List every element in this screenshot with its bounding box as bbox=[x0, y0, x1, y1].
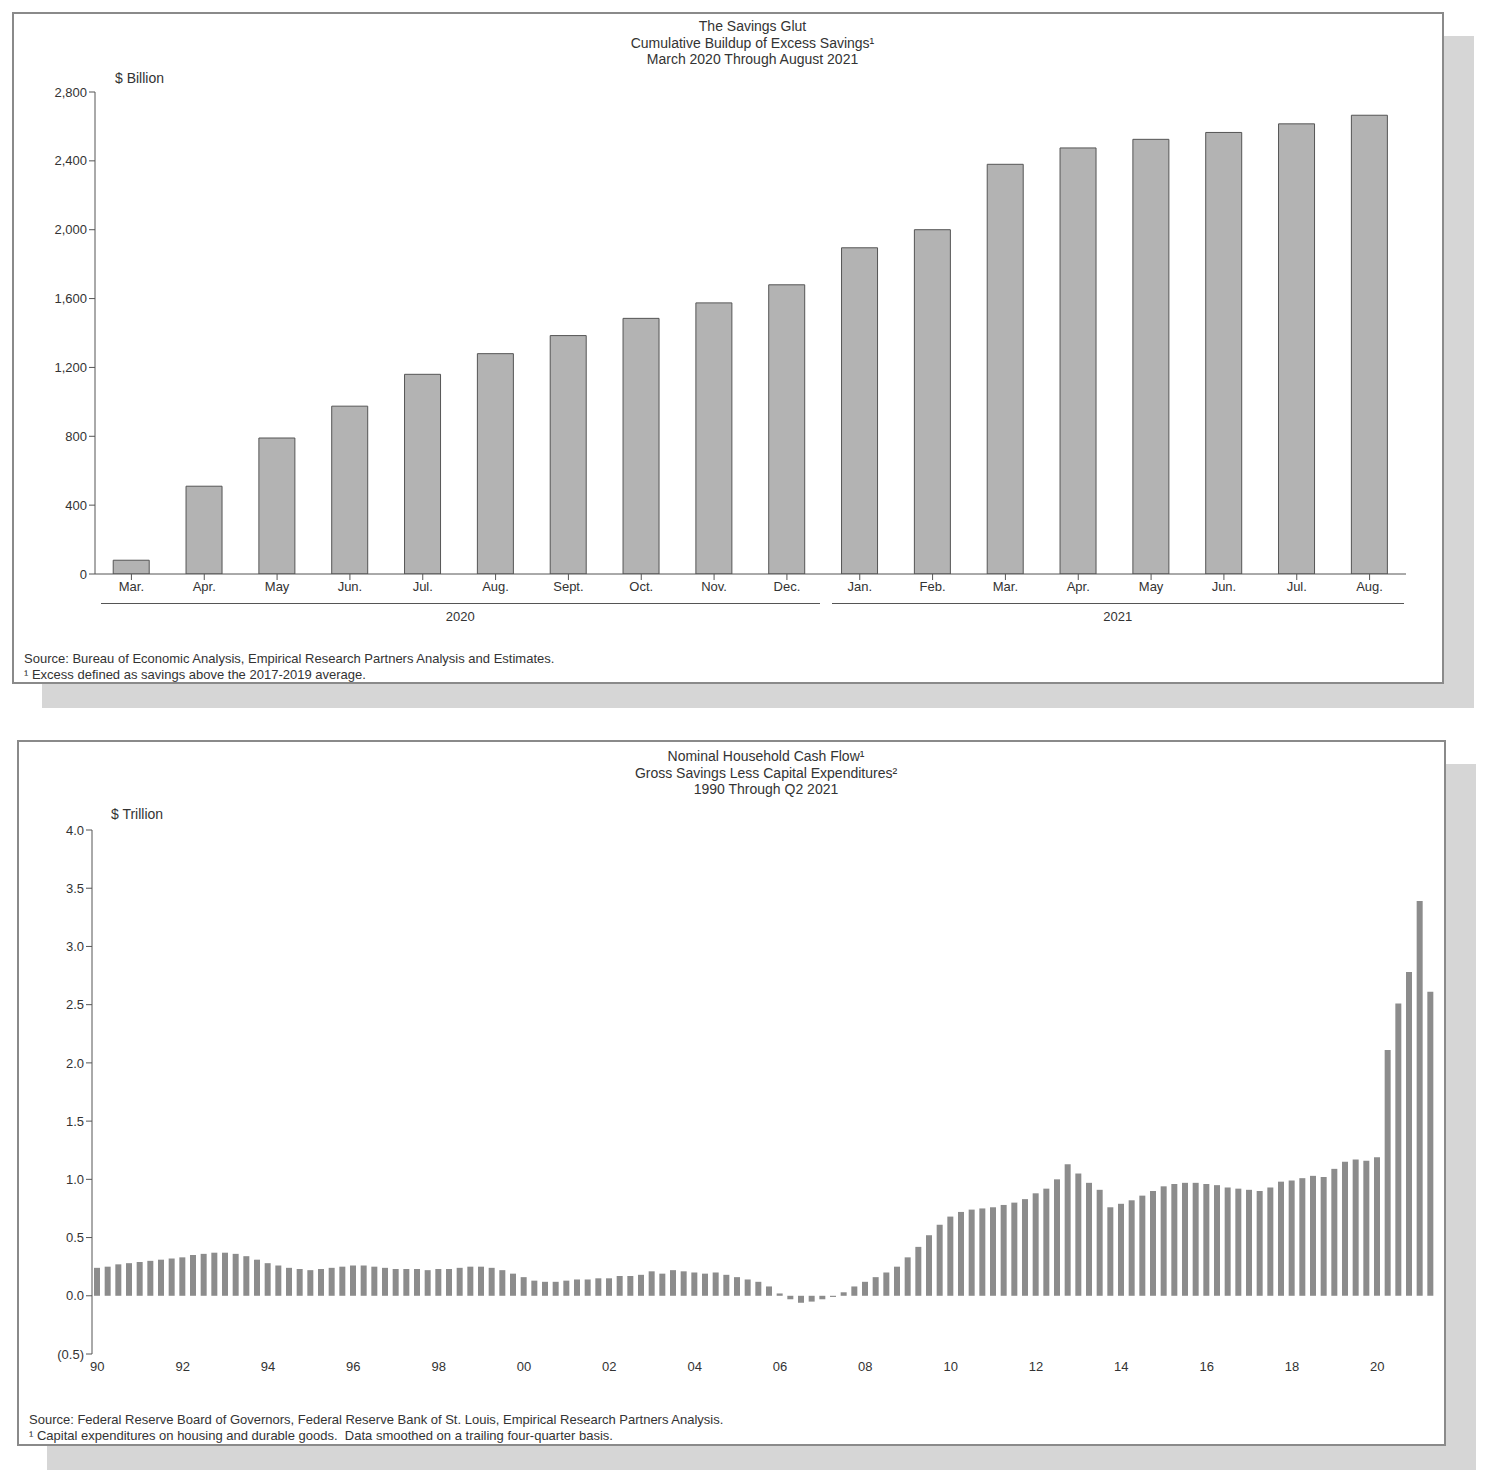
svg-text:Aug.: Aug. bbox=[482, 579, 509, 594]
svg-text:Dec.: Dec. bbox=[774, 579, 801, 594]
svg-text:Apr.: Apr. bbox=[1067, 579, 1090, 594]
svg-text:2.0: 2.0 bbox=[66, 1056, 84, 1071]
svg-text:12: 12 bbox=[1029, 1359, 1043, 1374]
svg-text:3.5: 3.5 bbox=[66, 881, 84, 896]
svg-text:06: 06 bbox=[773, 1359, 787, 1374]
svg-text:Mar.: Mar. bbox=[993, 579, 1018, 594]
svg-text:Aug.: Aug. bbox=[1356, 579, 1383, 594]
svg-text:10: 10 bbox=[943, 1359, 957, 1374]
svg-text:Jan.: Jan. bbox=[847, 579, 872, 594]
svg-text:(0.5): (0.5) bbox=[57, 1347, 84, 1362]
svg-text:4.0: 4.0 bbox=[66, 823, 84, 838]
svg-text:18: 18 bbox=[1285, 1359, 1299, 1374]
html-text:2021: 2021 bbox=[1103, 609, 1133, 624]
svg-text:90: 90 bbox=[90, 1359, 104, 1374]
svg-text:1,200: 1,200 bbox=[54, 360, 87, 375]
svg-text:2,800: 2,800 bbox=[54, 85, 87, 100]
html-text:Source: Federal Reserve Board: Source: Federal Reserve Board of Governo… bbox=[29, 1412, 724, 1427]
svg-text:Jun.: Jun. bbox=[338, 579, 363, 594]
svg-text:Nov.: Nov. bbox=[701, 579, 727, 594]
html-text:¹ Capital expenditures on hous: ¹ Capital expenditures on housing and du… bbox=[29, 1428, 613, 1443]
html-text:$ Trillion: $ Trillion bbox=[111, 806, 164, 822]
svg-text:92: 92 bbox=[175, 1359, 189, 1374]
html-text:Cumulative Buildup of Excess S: Cumulative Buildup of Excess Savings¹ bbox=[630, 34, 875, 51]
svg-text:Mar.: Mar. bbox=[119, 579, 144, 594]
svg-text:04: 04 bbox=[687, 1359, 701, 1374]
svg-text:Oct.: Oct. bbox=[629, 579, 653, 594]
svg-text:0.5: 0.5 bbox=[66, 1230, 84, 1245]
svg-text:Jun.: Jun. bbox=[1212, 579, 1237, 594]
svg-text:00: 00 bbox=[517, 1359, 531, 1374]
svg-text:Feb.: Feb. bbox=[920, 579, 946, 594]
svg-text:20: 20 bbox=[1370, 1359, 1384, 1374]
svg-text:02: 02 bbox=[602, 1359, 616, 1374]
svg-text:2.5: 2.5 bbox=[66, 997, 84, 1012]
svg-text:800: 800 bbox=[65, 429, 87, 444]
svg-text:14: 14 bbox=[1114, 1359, 1128, 1374]
html-text:Gross Savings Less Capital Exp: Gross Savings Less Capital Expenditures² bbox=[634, 764, 898, 781]
svg-text:1.0: 1.0 bbox=[66, 1172, 84, 1187]
svg-text:16: 16 bbox=[1199, 1359, 1213, 1374]
html-text:The Savings Glut: The Savings Glut bbox=[698, 18, 807, 34]
svg-text:94: 94 bbox=[261, 1359, 275, 1374]
svg-text:96: 96 bbox=[346, 1359, 360, 1374]
html-text:Source: Bureau of Economic Ana: Source: Bureau of Economic Analysis, Emp… bbox=[24, 651, 555, 666]
svg-text:08: 08 bbox=[858, 1359, 872, 1374]
svg-text:Jul.: Jul. bbox=[1287, 579, 1307, 594]
svg-text:0: 0 bbox=[80, 567, 87, 582]
svg-text:98: 98 bbox=[431, 1359, 445, 1374]
html-text:Nominal Household Cash Flow¹: Nominal Household Cash Flow¹ bbox=[667, 748, 865, 764]
svg-text:400: 400 bbox=[65, 498, 87, 513]
svg-text:2,400: 2,400 bbox=[54, 153, 87, 168]
html-text:1990 Through Q2 2021: 1990 Through Q2 2021 bbox=[693, 781, 839, 797]
svg-text:Jul.: Jul. bbox=[413, 579, 433, 594]
html-text:March 2020 Through August 2021: March 2020 Through August 2021 bbox=[646, 51, 859, 67]
svg-text:0.0: 0.0 bbox=[66, 1288, 84, 1303]
svg-text:Sept.: Sept. bbox=[553, 579, 583, 594]
html-text:2020: 2020 bbox=[445, 609, 475, 624]
svg-text:May: May bbox=[265, 579, 290, 594]
svg-text:May: May bbox=[1139, 579, 1164, 594]
html-text:¹ Excess defined as savings ab: ¹ Excess defined as savings above the 20… bbox=[24, 667, 366, 682]
html-text:$ Billion: $ Billion bbox=[115, 70, 164, 86]
svg-text:2,000: 2,000 bbox=[54, 222, 87, 237]
svg-text:3.0: 3.0 bbox=[66, 939, 84, 954]
svg-text:1.5: 1.5 bbox=[66, 1114, 84, 1129]
svg-text:1,600: 1,600 bbox=[54, 291, 87, 306]
svg-text:Apr.: Apr. bbox=[193, 579, 216, 594]
